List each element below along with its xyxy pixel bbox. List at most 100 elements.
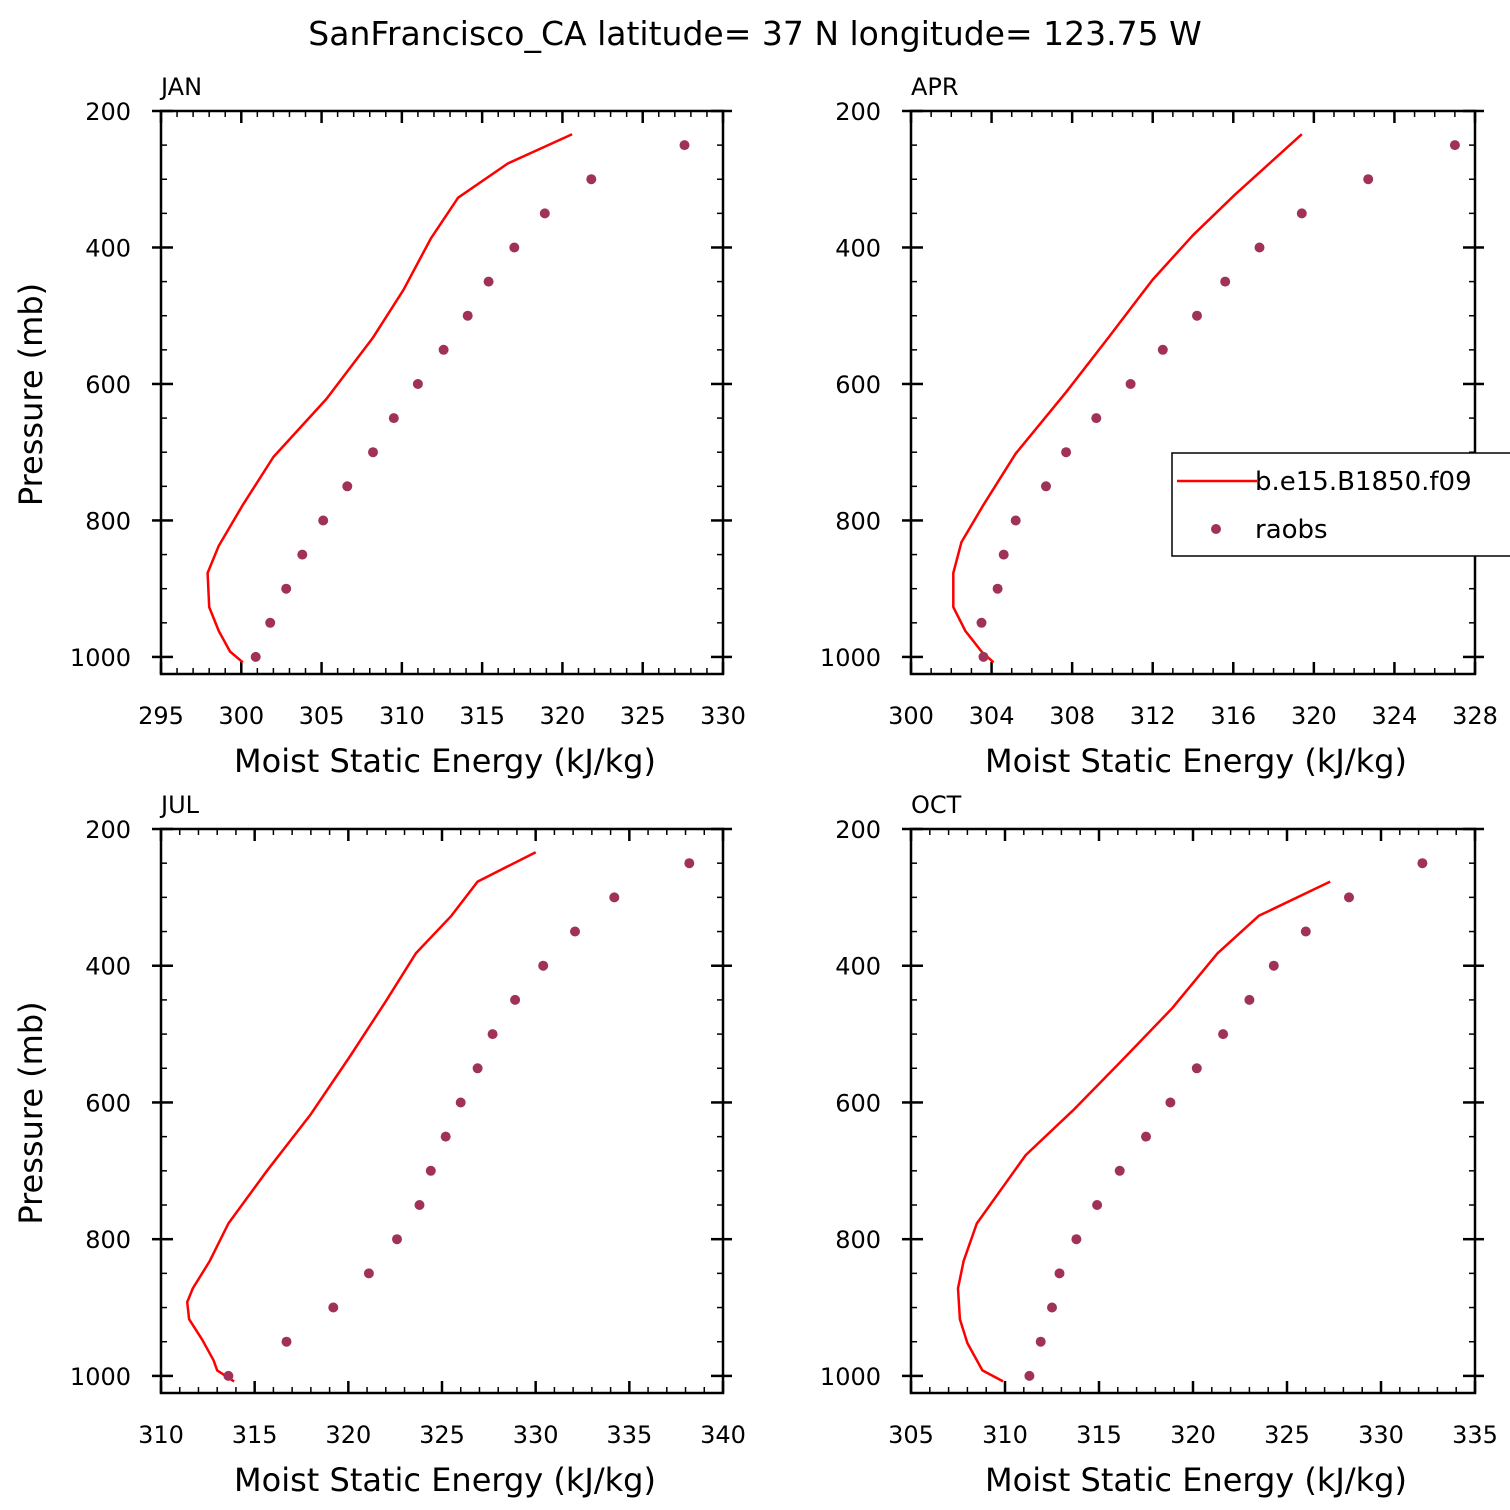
y-tick-label: 1000 [70,1363,131,1391]
x-tick-label: 335 [1452,1421,1498,1449]
x-tick-label: 320 [1170,1421,1216,1449]
raobs-point [976,617,987,628]
legend-entry-raobs: raobs [1255,515,1328,545]
raobs-point [1449,140,1460,151]
raobs-point [1054,1268,1065,1279]
raobs-point [342,481,353,492]
y-tick-label: 400 [835,953,881,981]
raobs-point [414,1200,425,1210]
raobs-point [425,1165,436,1176]
x-tick-label: 340 [700,1421,746,1449]
y-tick-label: 400 [835,234,881,262]
raobs-point [1141,1131,1151,1142]
x-axis-label: Moist Static Energy (kJ/kg) [234,1461,656,1499]
raobs-point [1157,344,1168,355]
y-tick-label: 600 [835,371,881,399]
y-axis-label: Pressure (mb) [12,1001,50,1224]
raobs-point [679,140,690,151]
x-tick-label: 315 [232,1421,278,1449]
raobs-point [998,549,1009,560]
raobs-point [1296,208,1307,219]
legend-box [1171,452,1510,557]
y-tick-label: 200 [835,816,881,844]
x-tick-label: 320 [1291,702,1337,730]
x-tick-label: 320 [325,1421,371,1449]
y-axis-label: Pressure (mb) [12,283,50,506]
raobs-point [1254,242,1265,253]
panel-label: OCT [911,791,962,819]
x-tick-label: 300 [888,702,934,730]
raobs-point [1114,1165,1125,1176]
raobs-point [1218,1029,1229,1040]
panel-label: APR [911,73,959,101]
plot-frame [159,109,725,676]
raobs-point [1344,892,1354,903]
y-tick-label: 400 [85,953,131,981]
y-tick-label: 800 [85,1226,131,1254]
x-tick-label: 310 [138,1421,184,1449]
y-tick-label: 400 [85,234,131,262]
raobs-point [1417,858,1428,869]
y-tick-label: 800 [835,507,881,535]
raobs-point [1165,1097,1176,1108]
raobs-point [1220,276,1231,287]
y-tick-label: 1000 [820,644,881,672]
raobs-point [440,1131,451,1142]
raobs-point [388,413,399,424]
raobs-point [455,1097,466,1108]
x-tick-label: 325 [620,702,666,730]
x-tick-label: 310 [982,1421,1028,1449]
raobs-point [265,617,276,628]
raobs-point [1125,379,1136,389]
x-tick-label: 320 [540,702,586,730]
raobs-point [438,344,449,355]
raobs-point [412,379,423,389]
raobs-point [318,515,329,526]
panel-label: JAN [159,73,202,101]
panel-jul: 310 315 320 325 330 335 340 200 400 600 800 1000 JUL… [12,791,746,1499]
y-tick-label: 800 [85,507,131,535]
x-tick-label: 324 [1372,702,1418,730]
x-axis-label: Moist Static Energy (kJ/kg) [985,742,1407,780]
x-tick-label: 330 [700,702,746,730]
panel-oct: 305 310 315 320 325 330 335 200 400 600 800 1000 OCT… [820,791,1498,1499]
raobs-point [1071,1234,1082,1245]
raobs-point [297,549,308,560]
raobs-point [1300,926,1311,937]
panels: 295 300 305 310 315 320 325 330 200 400 600 800 1000… [12,73,1498,1499]
series-line-model [185,851,537,1383]
x-tick-label: 308 [1049,702,1095,730]
plot-frame [159,827,725,1395]
raobs-point [487,1029,498,1040]
raobs-point [1047,1302,1057,1313]
raobs-point [570,926,580,937]
x-tick-label: 304 [969,702,1015,730]
series-line-model [206,133,573,664]
raobs-point [281,583,292,594]
raobs-point [392,1234,402,1245]
raobs-point [538,960,549,971]
raobs-point [609,892,620,903]
x-tick-label: 325 [419,1421,465,1449]
raobs-point [462,310,473,321]
y-tick-label: 1000 [820,1363,881,1391]
x-tick-label: 315 [459,702,505,730]
x-tick-label: 295 [138,702,184,730]
x-tick-label: 325 [1264,1421,1310,1449]
raobs-point [1244,994,1255,1005]
x-tick-label: 300 [218,702,264,730]
raobs-point [483,276,494,287]
raobs-point [1091,413,1102,424]
panel-apr: 300 304 308 312 316 320 324 328 200 400 600 800 1000… [820,73,1498,780]
raobs-point [1024,1370,1035,1381]
raobs-point [1061,447,1072,458]
legend-entry-model: b.e15.B1850.f09 [1255,467,1472,497]
y-tick-label: 1000 [70,644,131,672]
raobs-point [509,242,520,253]
y-tick-label: 600 [835,1089,881,1117]
x-tick-label: 335 [606,1421,652,1449]
legend: b.e15.B1850.f09 raobs [1171,452,1510,557]
y-tick-label: 200 [85,98,131,126]
chart-title: SanFrancisco_CA latitude= 37 N longitude… [308,14,1201,53]
